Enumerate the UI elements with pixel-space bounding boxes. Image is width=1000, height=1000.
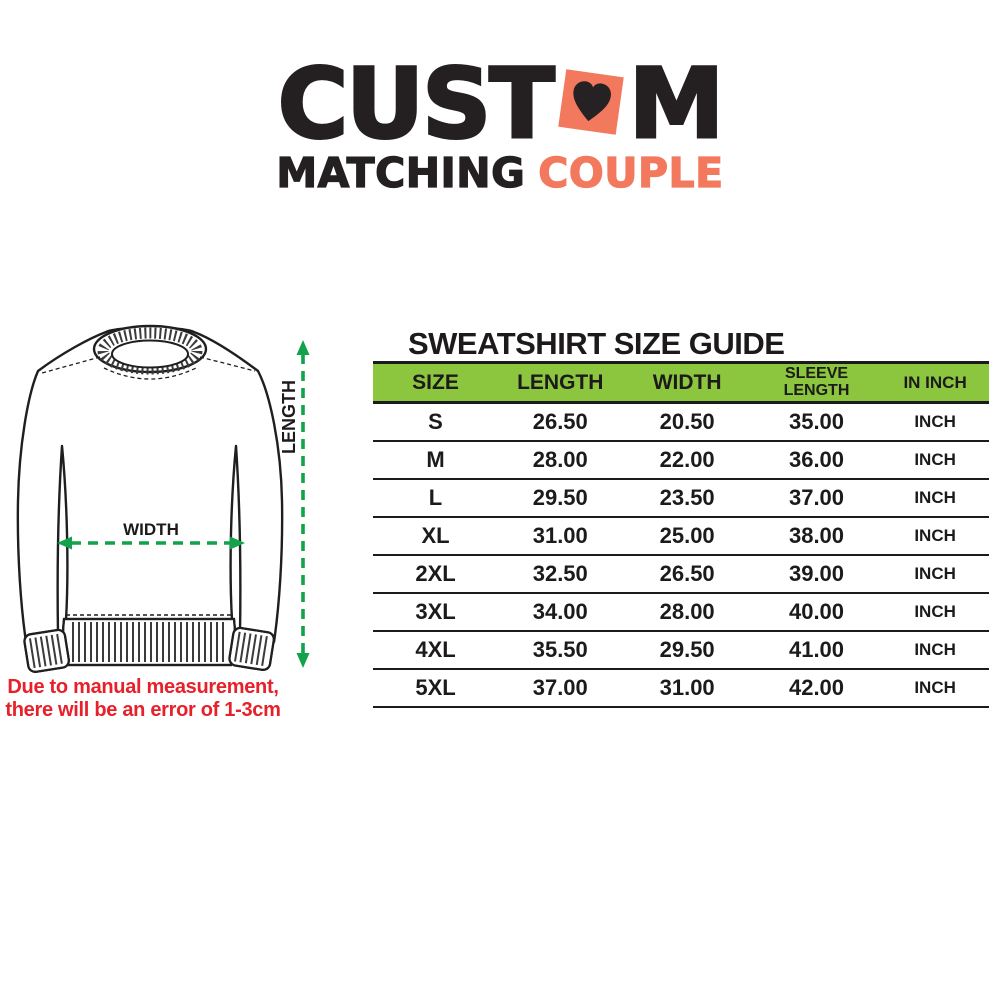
length-arrow: [296, 340, 310, 668]
cell-size: M: [426, 446, 445, 472]
cell-length: 26.50: [532, 408, 588, 434]
cell-unit: INCH: [914, 677, 956, 697]
cell-sleeve: 36.00: [788, 446, 845, 472]
logo-wordmark: CUST M: [276, 48, 726, 160]
cell-unit: INCH: [914, 563, 956, 583]
brand-logo: CUST M MATCHING COUPLE: [0, 48, 1000, 197]
logo-subtitle: MATCHING COUPLE: [276, 149, 724, 197]
width-arrow: [57, 536, 245, 550]
cell-size: 3XL: [415, 598, 456, 624]
cell-length: 32.50: [532, 560, 588, 586]
cell-unit: INCH: [914, 449, 956, 469]
logo-text-left: CUST: [276, 48, 556, 160]
cell-unit: INCH: [914, 487, 956, 507]
col-header-sleeve-length: SLEEVE LENGTH: [783, 364, 850, 399]
measurement-note-line1: Due to manual measurement,: [7, 676, 279, 698]
cell-width: 28.00: [659, 598, 715, 624]
col-header-width: WIDTH: [652, 370, 722, 394]
table-header-row: SIZE LENGTH WIDTH SLEEVE LENGTH IN INCH: [373, 362, 989, 403]
cell-length: 28.00: [532, 446, 588, 472]
collar: [92, 324, 208, 380]
cell-unit: INCH: [914, 601, 956, 621]
table-row: XL 31.00 25.00 38.00 INCH: [373, 517, 989, 555]
table-row: M 28.00 22.00 36.00 INCH: [373, 441, 989, 479]
length-label: LENGTH: [279, 380, 299, 454]
cell-width: 26.50: [659, 560, 715, 586]
measurement-note: Due to manual measurement, there will be…: [4, 676, 282, 722]
cell-width: 23.50: [659, 484, 715, 510]
cell-size: 4XL: [415, 636, 456, 662]
cell-size: 2XL: [415, 560, 456, 586]
cell-size: XL: [421, 522, 450, 548]
heart-icon: [573, 81, 611, 122]
cell-sleeve: 37.00: [788, 484, 845, 510]
col-header-length: LENGTH: [517, 370, 604, 394]
cell-length: 31.00: [532, 522, 588, 548]
cell-size: S: [428, 408, 443, 434]
sweatshirt-body: [16, 326, 284, 644]
cell-size: 5XL: [415, 674, 456, 700]
sweatshirt-illustration: LENGTH WIDTH: [16, 324, 310, 673]
table-row: 4XL 35.50 29.50 41.00 INCH: [373, 631, 989, 669]
left-cuff: [23, 628, 70, 673]
cell-width: 22.00: [659, 446, 715, 472]
cell-sleeve: 41.00: [788, 636, 845, 662]
logo-text-right: M: [627, 48, 726, 160]
logo-subtitle-couple: COUPLE: [538, 149, 724, 197]
right-cuff: [228, 626, 275, 671]
cell-length: 37.00: [532, 674, 588, 700]
col-header-in-inch: IN INCH: [903, 372, 967, 392]
cell-sleeve: 38.00: [788, 522, 845, 548]
cell-width: 25.00: [659, 522, 715, 548]
cell-width: 20.50: [659, 408, 715, 434]
cell-width: 31.00: [659, 674, 715, 700]
table-row: 5XL 37.00 31.00 42.00 INCH: [373, 669, 989, 707]
cell-sleeve: 40.00: [788, 598, 845, 624]
table-row: 3XL 34.00 28.00 40.00 INCH: [373, 593, 989, 631]
cell-length: 29.50: [532, 484, 588, 510]
logo-heart-tile: [557, 69, 624, 135]
table-row: L 29.50 23.50 37.00 INCH: [373, 479, 989, 517]
size-guide-title: SWEATSHIRT SIZE GUIDE: [408, 326, 785, 361]
cell-unit: INCH: [914, 639, 956, 659]
col-header-size: SIZE: [412, 370, 459, 394]
measurement-diagram: LENGTH WIDTH: [0, 316, 320, 686]
cell-sleeve: 42.00: [788, 674, 845, 700]
measurement-note-line2: there will be an error of 1-3cm: [5, 699, 281, 721]
cell-length: 34.00: [532, 598, 588, 624]
cell-size: L: [428, 484, 443, 510]
cell-width: 29.50: [659, 636, 715, 662]
cell-sleeve: 35.00: [788, 408, 845, 434]
width-label: WIDTH: [123, 520, 179, 539]
cell-sleeve: 39.00: [788, 560, 845, 586]
cell-unit: INCH: [914, 411, 956, 431]
table-row: S 26.50 20.50 35.00 INCH: [373, 403, 989, 441]
hem-band: [61, 614, 237, 667]
table-row: 2XL 32.50 26.50 39.00 INCH: [373, 555, 989, 593]
logo-subtitle-matching: MATCHING: [276, 149, 526, 197]
size-table: SIZE LENGTH WIDTH SLEEVE LENGTH IN INCH …: [373, 361, 989, 708]
cell-unit: INCH: [914, 525, 956, 545]
cell-length: 35.50: [532, 636, 588, 662]
